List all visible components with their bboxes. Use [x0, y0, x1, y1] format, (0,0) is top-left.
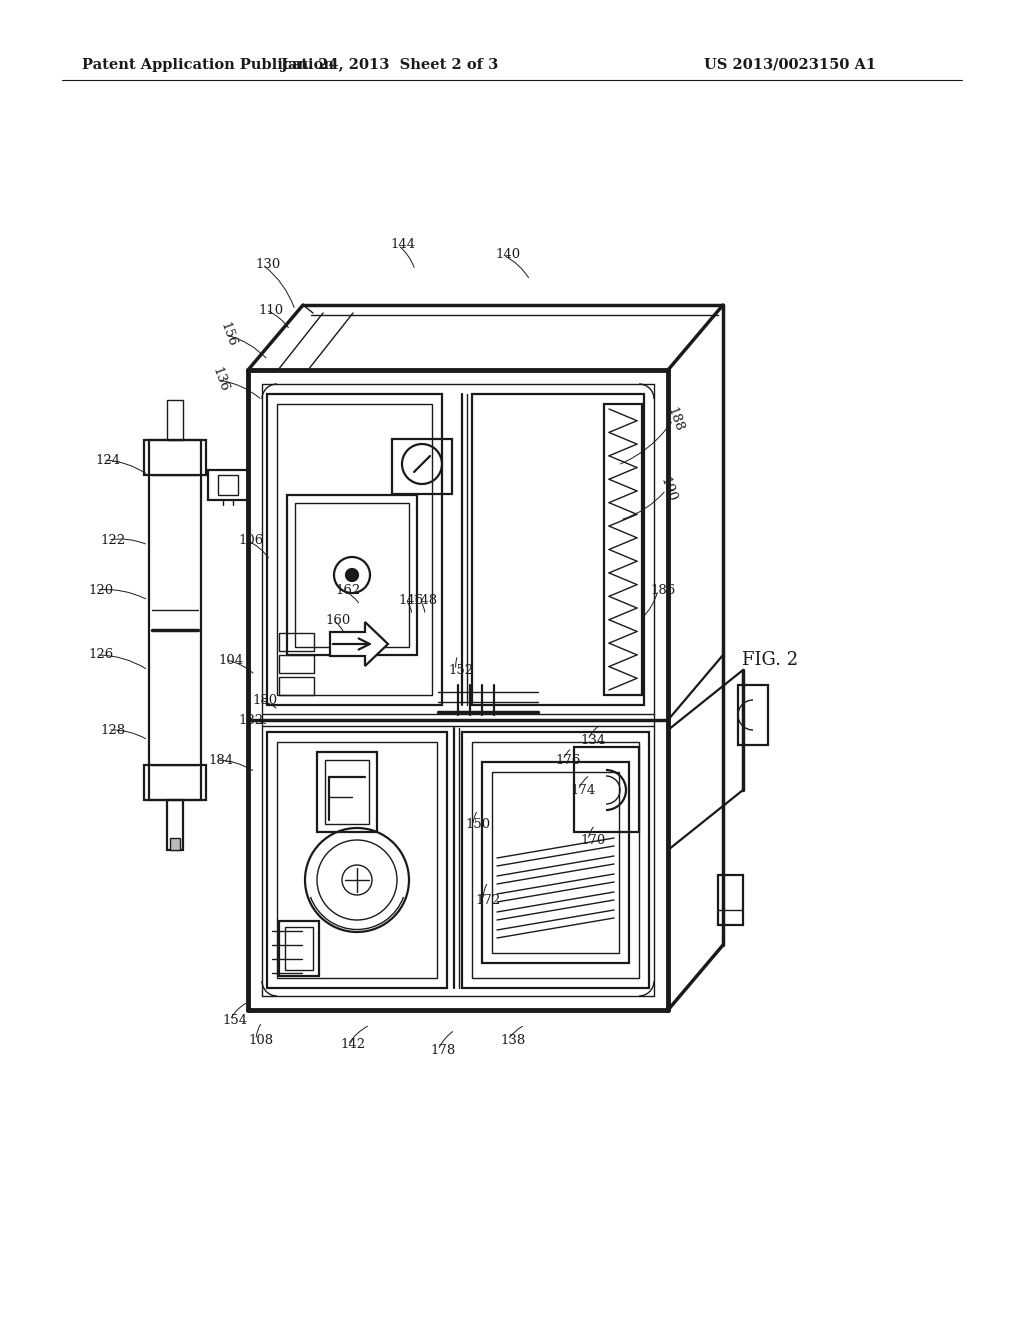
Text: 178: 178: [430, 1044, 456, 1056]
Bar: [144, 766, 206, 800]
Text: 186: 186: [650, 583, 675, 597]
Circle shape: [346, 569, 358, 581]
Text: 156: 156: [218, 321, 239, 348]
Text: 162: 162: [335, 583, 360, 597]
Bar: [279, 677, 314, 696]
Bar: [267, 393, 442, 705]
Bar: [167, 400, 183, 440]
Text: 150: 150: [465, 818, 490, 832]
Text: 126: 126: [88, 648, 114, 661]
Bar: [392, 440, 452, 494]
Text: 128: 128: [100, 723, 125, 737]
Text: 106: 106: [238, 533, 263, 546]
Bar: [170, 838, 180, 850]
Text: 172: 172: [475, 894, 501, 907]
Bar: [150, 440, 201, 800]
Text: 160: 160: [325, 614, 350, 627]
Bar: [278, 742, 437, 978]
Bar: [279, 655, 314, 673]
Bar: [738, 685, 768, 744]
Text: Jan. 24, 2013  Sheet 2 of 3: Jan. 24, 2013 Sheet 2 of 3: [282, 58, 499, 73]
Bar: [267, 733, 447, 987]
Bar: [279, 634, 314, 651]
Text: 134: 134: [580, 734, 605, 747]
Text: 120: 120: [88, 583, 113, 597]
Bar: [278, 404, 432, 696]
Bar: [604, 404, 642, 696]
Text: 188: 188: [665, 407, 686, 434]
Bar: [492, 772, 618, 953]
Text: 130: 130: [255, 259, 281, 272]
Text: 138: 138: [500, 1034, 525, 1047]
Bar: [285, 927, 313, 970]
Bar: [718, 875, 743, 925]
Text: 122: 122: [100, 533, 125, 546]
Text: 154: 154: [222, 1014, 247, 1027]
Text: 142: 142: [340, 1039, 366, 1052]
Text: 148: 148: [412, 594, 437, 606]
Text: 136: 136: [210, 366, 230, 395]
Text: 144: 144: [390, 239, 415, 252]
Bar: [295, 503, 409, 647]
Bar: [472, 393, 644, 705]
Text: 190: 190: [658, 477, 679, 504]
Text: 170: 170: [580, 833, 605, 846]
Bar: [482, 762, 629, 964]
Bar: [167, 800, 183, 850]
Text: US 2013/0023150 A1: US 2013/0023150 A1: [703, 58, 877, 73]
Bar: [462, 733, 649, 987]
Text: 104: 104: [218, 653, 243, 667]
Bar: [208, 470, 248, 500]
Bar: [218, 475, 238, 495]
Bar: [317, 752, 377, 832]
Polygon shape: [330, 622, 388, 667]
Text: 176: 176: [555, 754, 581, 767]
Text: 174: 174: [570, 784, 595, 796]
Text: 124: 124: [95, 454, 120, 466]
Text: 184: 184: [208, 754, 233, 767]
Text: 152: 152: [449, 664, 473, 676]
Bar: [472, 742, 639, 978]
Text: Patent Application Publication: Patent Application Publication: [82, 58, 334, 73]
Text: 180: 180: [252, 693, 278, 706]
Bar: [325, 760, 369, 824]
Text: 146: 146: [398, 594, 423, 606]
Text: 108: 108: [248, 1034, 273, 1047]
Text: 140: 140: [495, 248, 520, 261]
Text: 182: 182: [238, 714, 263, 726]
Bar: [574, 747, 639, 832]
Bar: [279, 921, 319, 975]
Bar: [144, 440, 206, 475]
Bar: [287, 495, 417, 655]
Text: FIG. 2: FIG. 2: [742, 651, 798, 669]
Text: 110: 110: [258, 304, 283, 317]
